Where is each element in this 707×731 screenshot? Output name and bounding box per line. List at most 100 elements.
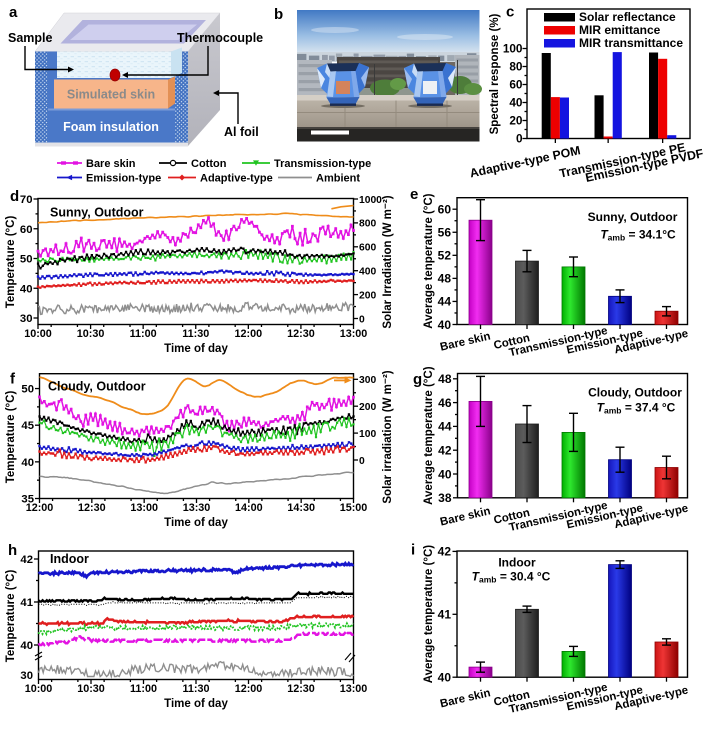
svg-text:40: 40 [438,467,452,481]
svg-text:40: 40 [21,457,34,469]
svg-text:0: 0 [516,132,523,146]
svg-text:Indoor: Indoor [498,556,536,570]
svg-text:Temperature (°C): Temperature (°C) [5,570,17,663]
svg-text:f: f [10,371,16,388]
svg-text:Spectral response (%): Spectral response (%) [489,13,501,134]
svg-text:10:30: 10:30 [77,328,105,340]
svg-text:600: 600 [359,243,376,254]
svg-text:Indoor: Indoor [50,552,89,566]
svg-text:Transmission-type: Transmission-type [274,158,371,170]
svg-text:Foam insulation: Foam insulation [63,120,159,134]
svg-text:40: 40 [20,283,33,295]
svg-text:Al foil: Al foil [224,125,259,139]
svg-text:12:00: 12:00 [235,328,263,340]
svg-text:10:30: 10:30 [77,683,105,695]
svg-text:Time of day: Time of day [164,698,228,710]
svg-text:200: 200 [359,402,376,413]
svg-text:60: 60 [20,224,33,236]
svg-text:41: 41 [20,597,33,609]
svg-text:11:30: 11:30 [182,683,209,695]
svg-text:30: 30 [20,313,33,325]
svg-text:200: 200 [359,290,376,301]
svg-text:e: e [410,186,418,203]
svg-text:20: 20 [509,114,523,128]
svg-text:Temperature (°C): Temperature (°C) [5,216,17,309]
svg-text:1000: 1000 [359,195,382,206]
svg-text:Sample: Sample [8,31,53,45]
svg-text:14:00: 14:00 [235,502,263,514]
svg-text:48: 48 [438,272,452,286]
svg-text:b: b [274,6,283,23]
svg-text:15:00: 15:00 [340,502,368,514]
svg-text:Time of day: Time of day [164,343,228,355]
svg-text:12:30: 12:30 [78,502,106,514]
svg-text:13:00: 13:00 [340,328,368,340]
svg-text:13:00: 13:00 [130,502,158,514]
svg-text:Sunny, Outdoor: Sunny, Outdoor [50,206,144,220]
svg-text:Tamb = 34.1°C: Tamb = 34.1°C [600,228,676,243]
svg-text:10:00: 10:00 [25,683,53,695]
svg-text:70: 70 [20,194,33,206]
svg-text:Temperature (°C): Temperature (°C) [5,391,17,484]
svg-text:MIR emittance: MIR emittance [579,23,661,37]
svg-text:44: 44 [438,420,452,434]
svg-text:14:30: 14:30 [287,502,315,514]
svg-text:Solar Irradiation (W m⁻²): Solar Irradiation (W m⁻²) [382,195,394,328]
svg-text:42: 42 [438,444,452,458]
svg-text:12:00: 12:00 [26,502,54,514]
svg-text:Solar reflectance: Solar reflectance [579,10,676,24]
svg-text:11:00: 11:00 [130,683,157,695]
svg-text:Emission-type: Emission-type [86,172,161,184]
svg-text:40: 40 [509,96,523,110]
svg-text:38: 38 [438,491,452,505]
svg-text:45: 45 [21,420,34,432]
svg-text:Bare skin: Bare skin [86,158,136,170]
svg-text:Thermocouple: Thermocouple [177,31,263,45]
svg-text:Cloudy, Outdoor: Cloudy, Outdoor [48,380,146,394]
svg-text:41: 41 [438,608,452,622]
svg-text:Average temperature (°C): Average temperature (°C) [423,366,435,505]
svg-text:Solar irradiation (W m⁻²): Solar irradiation (W m⁻²) [382,370,394,503]
svg-text:g: g [413,371,422,388]
svg-text:44: 44 [438,295,452,309]
svg-text:300: 300 [359,375,376,386]
svg-text:Simulated skin: Simulated skin [67,88,155,102]
svg-text:40: 40 [438,318,452,332]
svg-text:60: 60 [509,78,523,92]
svg-text:100: 100 [503,42,523,56]
svg-text:800: 800 [359,219,376,230]
svg-text:50: 50 [20,254,33,266]
svg-text:400: 400 [359,267,376,278]
svg-text:Time of day: Time of day [164,517,228,529]
svg-text:Average temperature (°C): Average temperature (°C) [423,545,435,684]
svg-text:Ambient: Ambient [316,172,360,184]
svg-text:100: 100 [359,429,376,440]
svg-text:40: 40 [20,640,33,652]
svg-text:0: 0 [359,314,365,325]
svg-text:56: 56 [438,226,452,240]
svg-text:40: 40 [438,671,452,685]
svg-text:50: 50 [21,384,34,396]
svg-text:Sunny, Outdoor: Sunny, Outdoor [588,210,678,224]
svg-text:Cotton: Cotton [191,158,227,170]
svg-text:h: h [8,542,17,559]
svg-text:46: 46 [438,396,452,410]
svg-text:13:00: 13:00 [340,683,368,695]
svg-text:13:30: 13:30 [183,502,211,514]
svg-text:12:30: 12:30 [287,683,315,695]
svg-text:Average tenperature (°C): Average tenperature (°C) [423,193,435,328]
svg-text:52: 52 [438,249,452,263]
svg-text:12:00: 12:00 [235,683,263,695]
svg-text:80: 80 [509,60,523,74]
svg-text:d: d [10,188,19,205]
svg-text:42: 42 [438,545,452,559]
svg-text:i: i [411,542,415,559]
svg-text:11:00: 11:00 [130,328,157,340]
svg-text:MIR transmittance: MIR transmittance [579,36,683,50]
svg-text:12:30: 12:30 [287,328,315,340]
svg-text:11:30: 11:30 [182,328,209,340]
svg-text:42: 42 [20,554,33,566]
svg-text:Cloudy, Outdoor: Cloudy, Outdoor [588,386,682,400]
svg-text:48: 48 [438,372,452,386]
svg-text:60: 60 [438,203,452,217]
